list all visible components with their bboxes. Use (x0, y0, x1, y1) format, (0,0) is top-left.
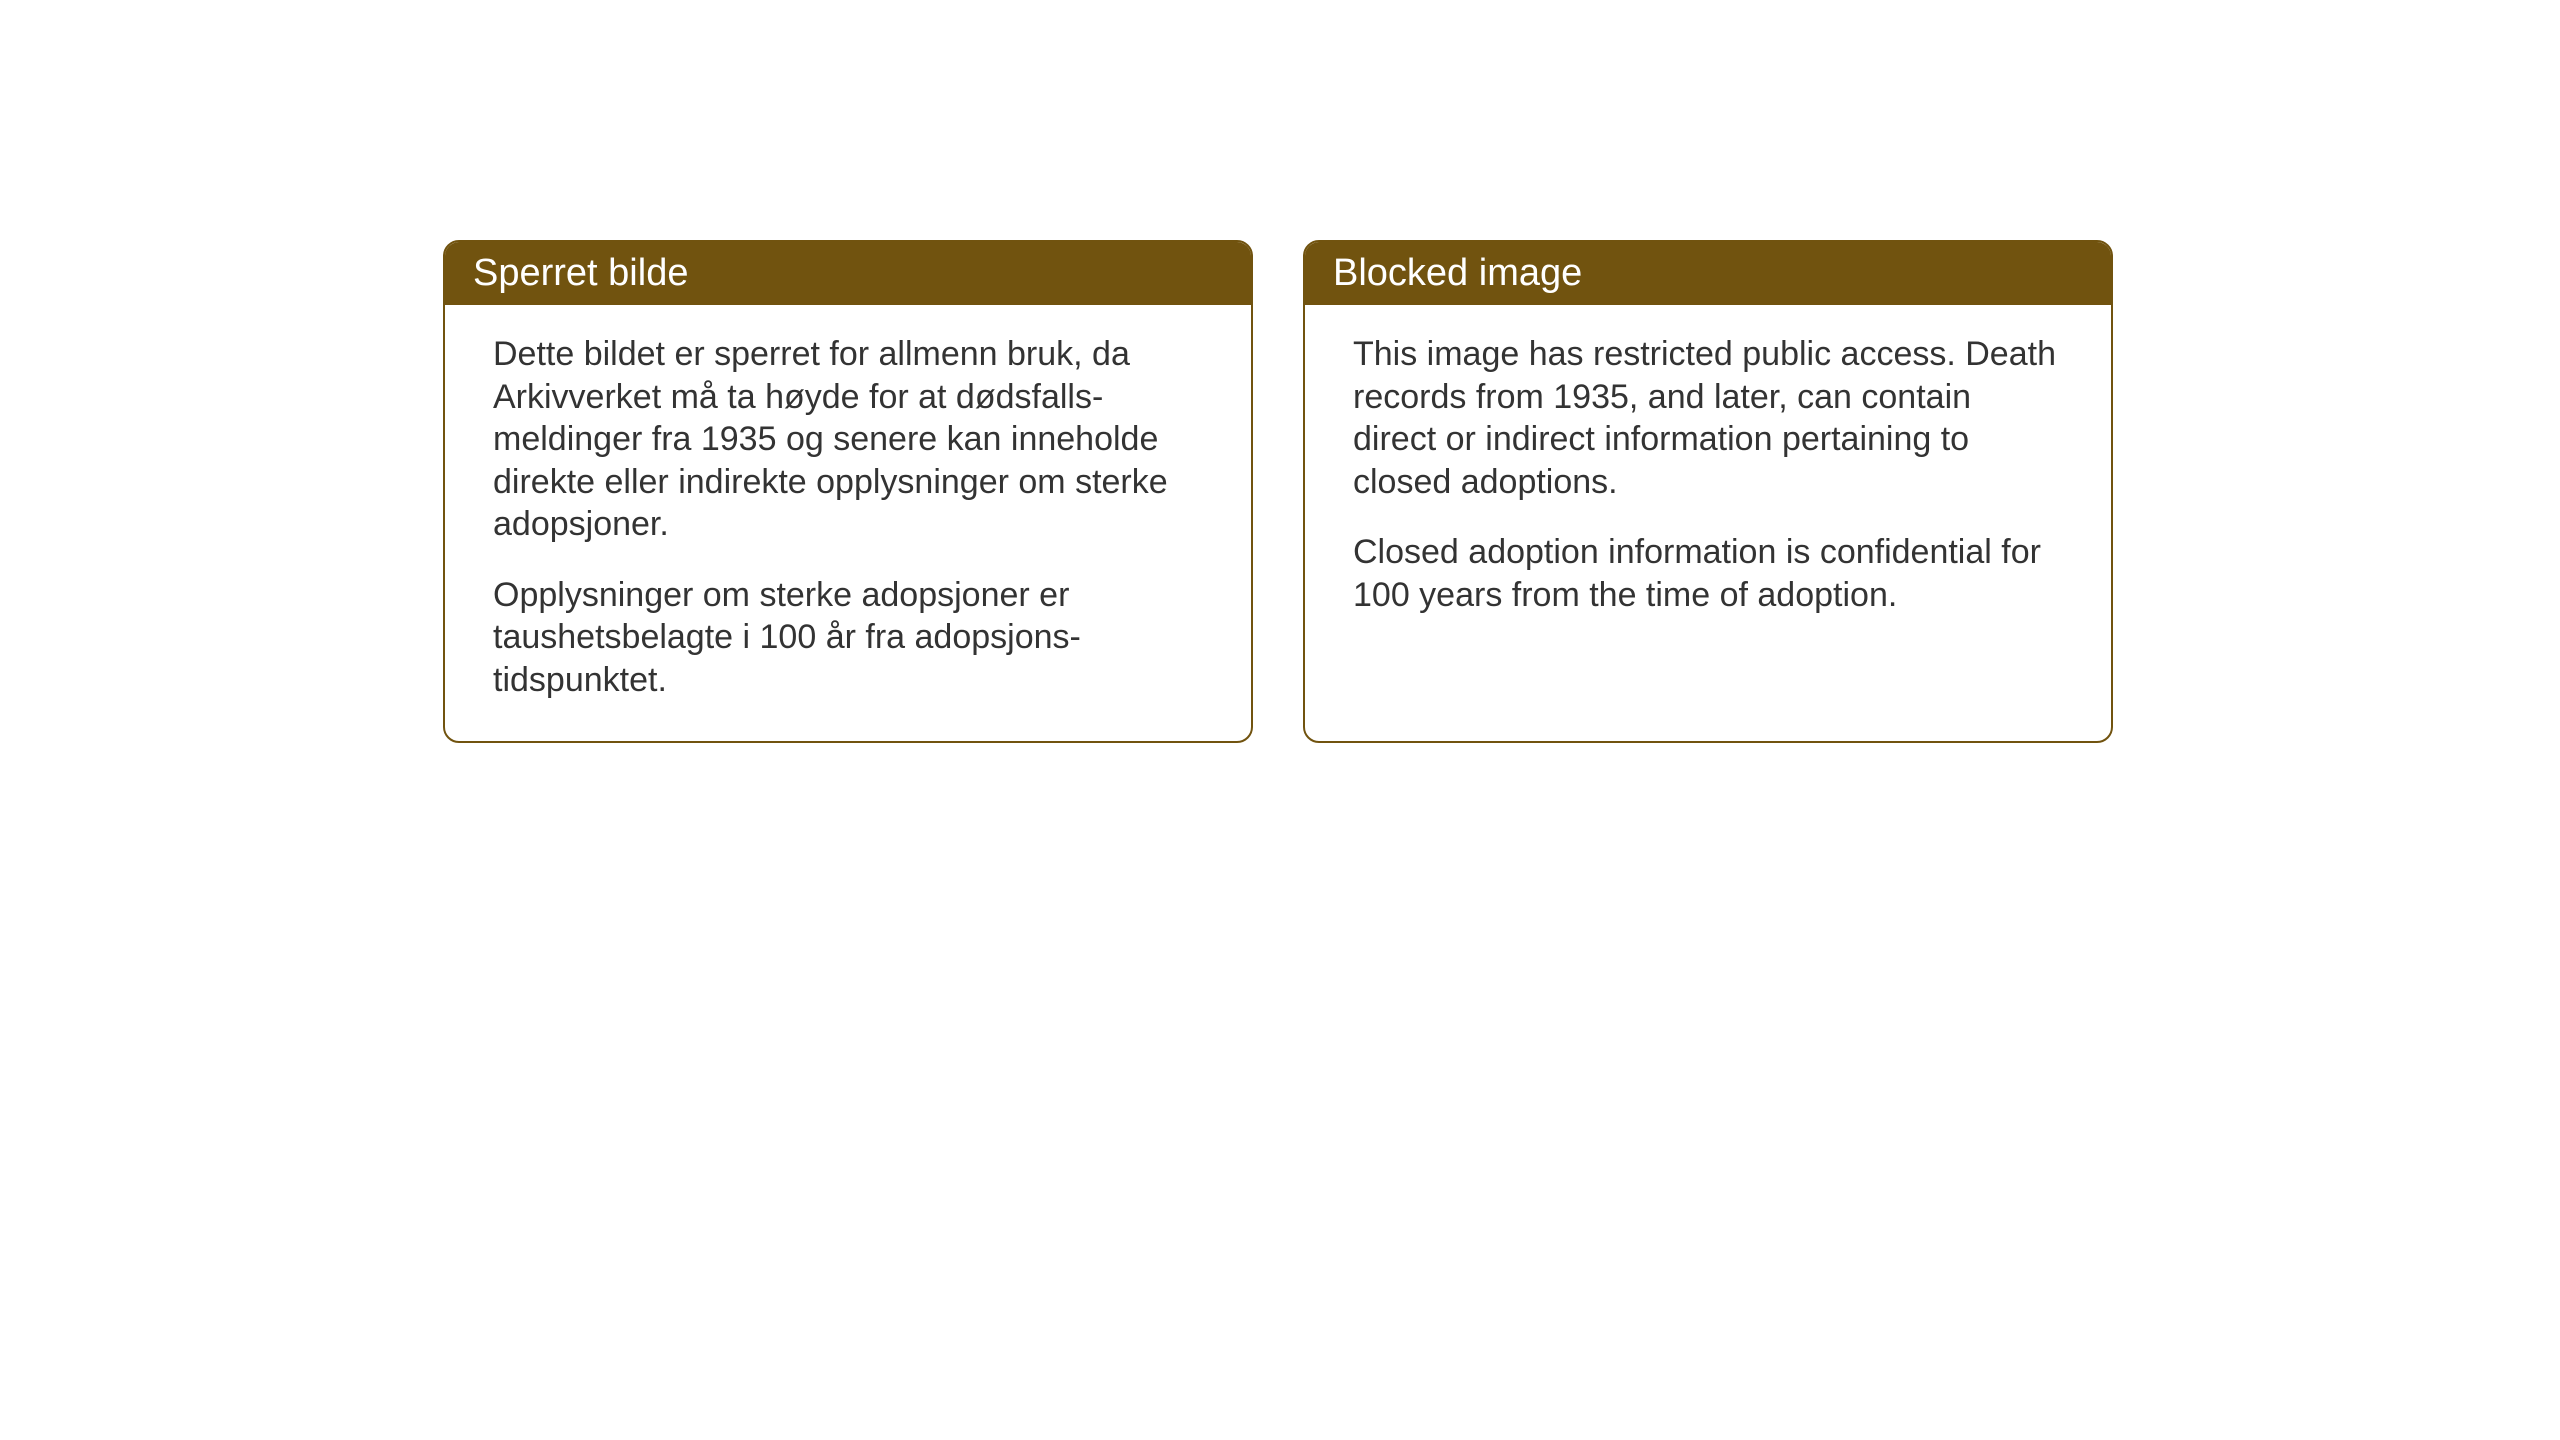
card-body-norwegian: Dette bildet er sperret for allmenn bruk… (445, 305, 1251, 741)
card-paragraph-2-english: Closed adoption information is confident… (1353, 531, 2063, 616)
card-title-norwegian: Sperret bilde (473, 252, 688, 294)
card-header-english: Blocked image (1305, 242, 2111, 305)
card-paragraph-1-norwegian: Dette bildet er sperret for allmenn bruk… (493, 333, 1203, 546)
cards-container: Sperret bilde Dette bildet er sperret fo… (443, 240, 2113, 743)
card-english: Blocked image This image has restricted … (1303, 240, 2113, 743)
card-paragraph-2-norwegian: Opplysninger om sterke adopsjoner er tau… (493, 574, 1203, 702)
card-header-norwegian: Sperret bilde (445, 242, 1251, 305)
card-paragraph-1-english: This image has restricted public access.… (1353, 333, 2063, 503)
card-title-english: Blocked image (1333, 252, 1582, 294)
card-body-english: This image has restricted public access.… (1305, 305, 2111, 656)
card-norwegian: Sperret bilde Dette bildet er sperret fo… (443, 240, 1253, 743)
